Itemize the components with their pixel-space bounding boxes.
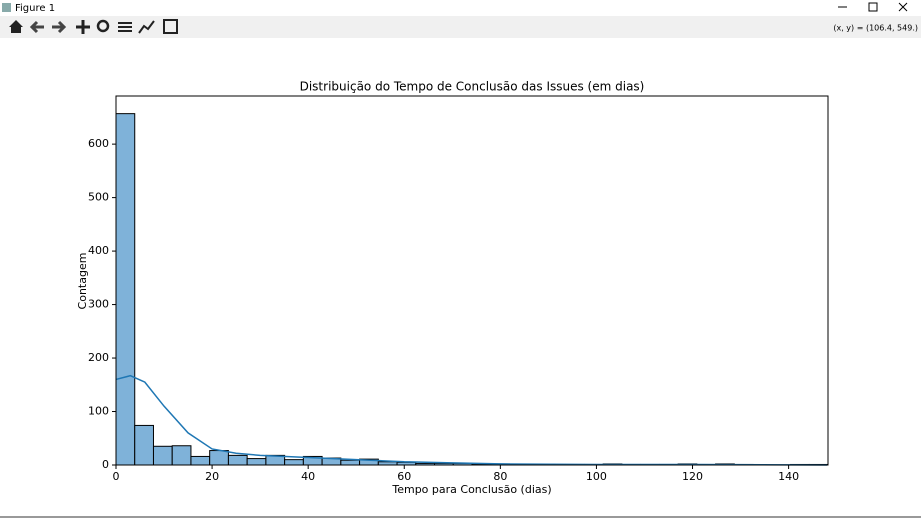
y-tick-label: 500 <box>88 191 109 204</box>
kde-line <box>115 374 828 466</box>
title-bar <box>0 0 921 16</box>
y-axis-label: Contagem <box>76 253 89 310</box>
y-tick-label: 600 <box>88 137 109 150</box>
bar <box>209 450 229 466</box>
bar <box>227 454 248 466</box>
bar <box>134 424 154 466</box>
x-tick-label: 140 <box>778 470 799 483</box>
configure-button[interactable] <box>118 22 132 32</box>
x-tick-label: 20 <box>205 470 219 483</box>
y-tick-label: 200 <box>88 351 109 364</box>
x-tick-label: 120 <box>682 470 703 483</box>
y-tick-label: 300 <box>88 298 109 311</box>
bar <box>190 455 211 466</box>
x-tick-label: 60 <box>397 470 411 483</box>
home-button[interactable] <box>9 20 23 33</box>
back-button[interactable] <box>29 20 44 34</box>
x-tick-label: 40 <box>301 470 315 483</box>
close[interactable] <box>898 2 908 12</box>
forward-button[interactable] <box>52 20 67 34</box>
restore[interactable] <box>868 2 878 12</box>
window-title: Figure 1 <box>15 3 55 14</box>
y-tick-label: 100 <box>88 405 109 418</box>
save-button[interactable] <box>163 19 178 34</box>
bar <box>171 445 192 466</box>
plot-frame <box>115 95 829 466</box>
coordinates: (x, y) = (106.4, 549.) <box>833 24 918 33</box>
y-tick-label: 0 <box>102 458 109 471</box>
bar <box>340 459 361 466</box>
x-tick-label: 0 <box>113 470 120 483</box>
chart-title: Distribuição do Tempo de Conclusão das I… <box>300 80 645 94</box>
bar <box>284 459 304 466</box>
y-tick-label: 400 <box>88 244 109 257</box>
toolbar <box>0 16 921 38</box>
bar <box>246 458 267 466</box>
pan-button[interactable] <box>76 20 90 34</box>
x-tick-label: 80 <box>493 470 507 483</box>
app-icon <box>2 3 11 12</box>
zoom-button[interactable] <box>96 19 110 33</box>
bar <box>152 445 173 466</box>
x-tick-label: 100 <box>586 470 607 483</box>
x-axis-label: Tempo para Conclusão (dias) <box>391 483 551 496</box>
edit-button[interactable] <box>138 20 155 34</box>
bar <box>115 113 136 466</box>
